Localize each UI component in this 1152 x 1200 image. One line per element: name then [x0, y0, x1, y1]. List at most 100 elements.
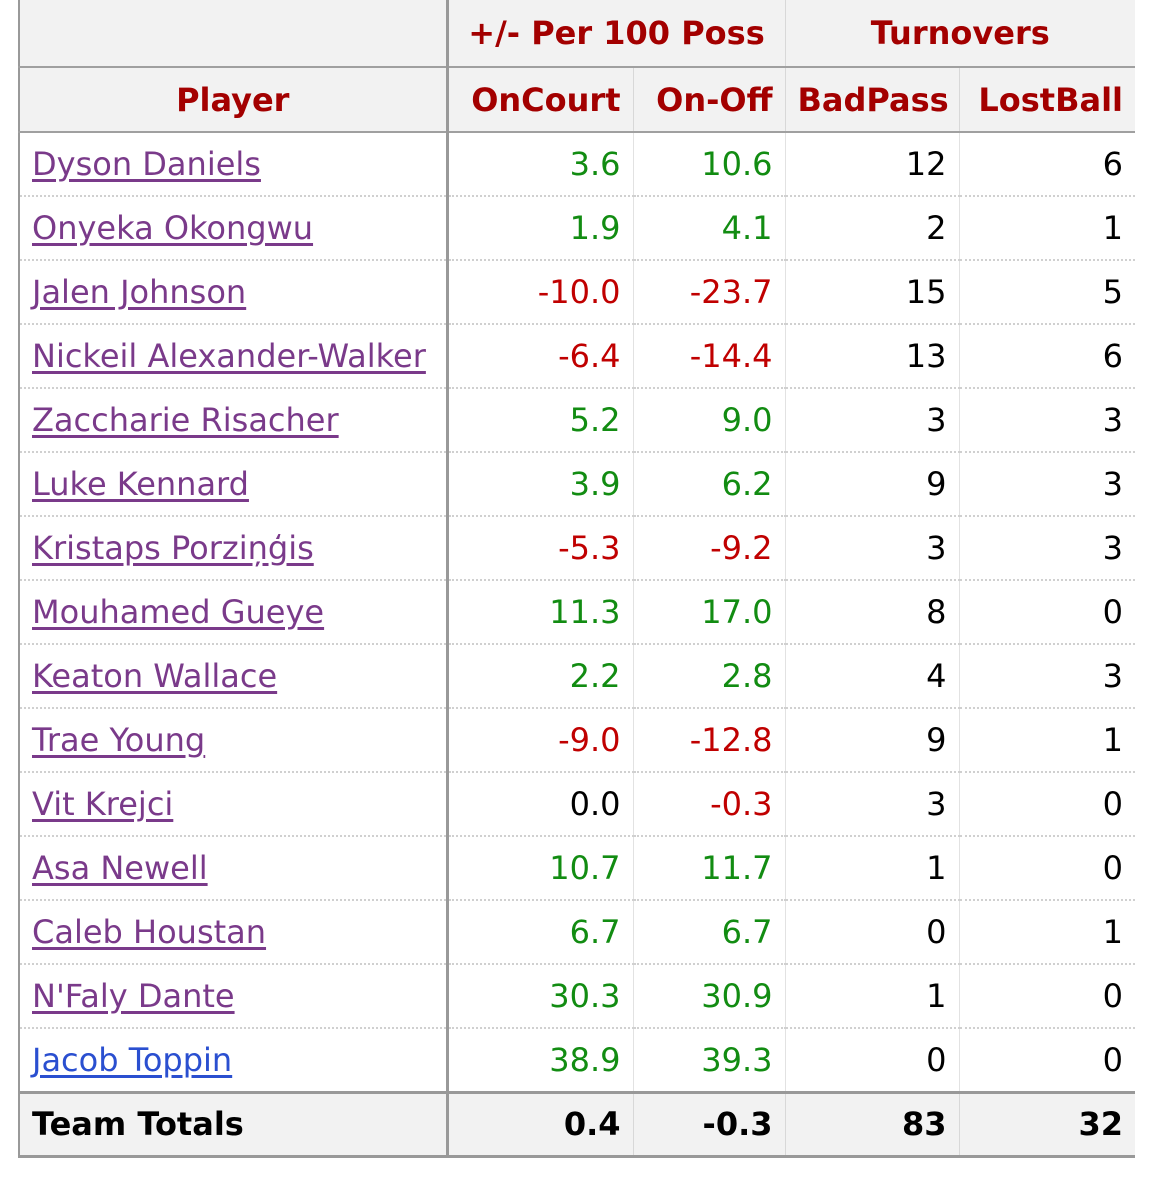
oncourt-cell: 2.2 [446, 644, 633, 709]
onoff-cell: 30.9 [632, 964, 785, 1029]
player-link[interactable]: Keaton Wallace [32, 657, 278, 695]
onoff-cell: 4.1 [632, 196, 785, 261]
lostball-cell: 0 [958, 772, 1135, 837]
badpass-cell: 12 [784, 132, 959, 197]
onoff-cell: 39.3 [632, 1028, 785, 1093]
oncourt-cell: 6.7 [446, 900, 633, 965]
player-cell: Mouhamed Gueye [18, 580, 449, 645]
player-link[interactable]: Luke Kennard [32, 465, 249, 503]
table-body: Dyson Daniels 3.6 10.6 12 6 Onyeka Okongwu 1.9… [18, 132, 1135, 1093]
player-cell: Kristaps Porziņģis [18, 516, 449, 581]
lostball-cell: 0 [958, 1028, 1135, 1093]
lostball-cell: 6 [958, 132, 1135, 197]
onoff-cell: 2.8 [632, 644, 785, 709]
onoff-cell: -9.2 [632, 516, 785, 581]
badpass-cell: 0 [784, 1028, 959, 1093]
player-cell: Jacob Toppin [18, 1028, 449, 1093]
badpass-cell: 9 [784, 708, 959, 773]
lostball-cell: 1 [958, 196, 1135, 261]
team-totals-onoff: -0.3 [632, 1090, 785, 1158]
oncourt-cell: 11.3 [446, 580, 633, 645]
lostball-cell: 3 [958, 388, 1135, 453]
player-link[interactable]: Kristaps Porziņģis [32, 529, 314, 567]
onoff-cell: 9.0 [632, 388, 785, 453]
player-cell: Vit Krejci [18, 772, 449, 837]
badpass-cell: 2 [784, 196, 959, 261]
table-row: Nickeil Alexander-Walker -6.4 -14.4 13 6 [18, 324, 1135, 389]
player-link[interactable]: Dyson Daniels [32, 145, 261, 183]
badpass-cell: 13 [784, 324, 959, 389]
header-group-plus-minus: +/- Per 100 Poss [446, 0, 785, 68]
player-cell: Jalen Johnson [18, 260, 449, 325]
onoff-cell: -23.7 [632, 260, 785, 325]
player-cell: Onyeka Okongwu [18, 196, 449, 261]
oncourt-cell: 3.6 [446, 132, 633, 197]
badpass-cell: 1 [784, 964, 959, 1029]
table-row: Luke Kennard 3.9 6.2 9 3 [18, 452, 1135, 517]
player-link[interactable]: Mouhamed Gueye [32, 593, 325, 631]
table-row: Trae Young -9.0 -12.8 9 1 [18, 708, 1135, 773]
player-cell: Dyson Daniels [18, 132, 449, 197]
column-header-oncourt[interactable]: OnCourt [446, 67, 633, 133]
oncourt-cell: 0.0 [446, 772, 633, 837]
oncourt-cell: 38.9 [446, 1028, 633, 1093]
oncourt-cell: -9.0 [446, 708, 633, 773]
player-stats-table: +/- Per 100 Poss Turnovers Player OnCour… [18, 0, 1135, 1158]
player-link[interactable]: Onyeka Okongwu [32, 209, 314, 247]
table-row: N'Faly Dante 30.3 30.9 1 0 [18, 964, 1135, 1029]
player-cell: Keaton Wallace [18, 644, 449, 709]
table-row: Zaccharie Risacher 5.2 9.0 3 3 [18, 388, 1135, 453]
team-totals-row: Team Totals 0.4 -0.3 83 32 [18, 1090, 1135, 1158]
player-link[interactable]: Nickeil Alexander-Walker [32, 337, 426, 375]
table-row: Kristaps Porziņģis -5.3 -9.2 3 3 [18, 516, 1135, 581]
onoff-cell: 17.0 [632, 580, 785, 645]
lostball-cell: 3 [958, 644, 1135, 709]
onoff-cell: -14.4 [632, 324, 785, 389]
player-link[interactable]: Caleb Houstan [32, 913, 267, 951]
badpass-cell: 3 [784, 516, 959, 581]
badpass-cell: 3 [784, 388, 959, 453]
lostball-cell: 1 [958, 900, 1135, 965]
column-header-badpass[interactable]: BadPass [784, 67, 959, 133]
oncourt-cell: 10.7 [446, 836, 633, 901]
table-row: Asa Newell 10.7 11.7 1 0 [18, 836, 1135, 901]
lostball-cell: 0 [958, 964, 1135, 1029]
badpass-cell: 8 [784, 580, 959, 645]
player-cell: Luke Kennard [18, 452, 449, 517]
column-header-onoff[interactable]: On-Off [632, 67, 785, 133]
onoff-cell: -12.8 [632, 708, 785, 773]
lostball-cell: 0 [958, 580, 1135, 645]
lostball-cell: 6 [958, 324, 1135, 389]
table-row: Dyson Daniels 3.6 10.6 12 6 [18, 132, 1135, 197]
player-cell: N'Faly Dante [18, 964, 449, 1029]
oncourt-cell: -6.4 [446, 324, 633, 389]
column-header-player[interactable]: Player [18, 67, 449, 133]
stats-table-container: +/- Per 100 Poss Turnovers Player OnCour… [18, 0, 1135, 1158]
table-row: Keaton Wallace 2.2 2.8 4 3 [18, 644, 1135, 709]
player-cell: Nickeil Alexander-Walker [18, 324, 449, 389]
table-row: Onyeka Okongwu 1.9 4.1 2 1 [18, 196, 1135, 261]
player-cell: Trae Young [18, 708, 449, 773]
oncourt-cell: 3.9 [446, 452, 633, 517]
player-link[interactable]: Zaccharie Risacher [32, 401, 339, 439]
player-link[interactable]: N'Faly Dante [32, 977, 235, 1015]
player-link[interactable]: Vit Krejci [32, 785, 174, 823]
table-row: Jacob Toppin 38.9 39.3 0 0 [18, 1028, 1135, 1093]
player-link[interactable]: Jalen Johnson [32, 273, 247, 311]
column-header-lostball[interactable]: LostBall [958, 67, 1135, 133]
player-link[interactable]: Jacob Toppin [32, 1040, 233, 1079]
player-link[interactable]: Trae Young [32, 721, 206, 759]
player-cell: Zaccharie Risacher [18, 388, 449, 453]
badpass-cell: 1 [784, 836, 959, 901]
onoff-cell: 6.2 [632, 452, 785, 517]
team-totals-lostball: 32 [958, 1090, 1135, 1158]
lostball-cell: 1 [958, 708, 1135, 773]
player-link[interactable]: Asa Newell [32, 849, 208, 887]
lostball-cell: 5 [958, 260, 1135, 325]
onoff-cell: 6.7 [632, 900, 785, 965]
player-cell: Asa Newell [18, 836, 449, 901]
badpass-cell: 3 [784, 772, 959, 837]
badpass-cell: 0 [784, 900, 959, 965]
header-group-turnovers: Turnovers [784, 0, 1135, 68]
team-totals-badpass: 83 [784, 1090, 959, 1158]
